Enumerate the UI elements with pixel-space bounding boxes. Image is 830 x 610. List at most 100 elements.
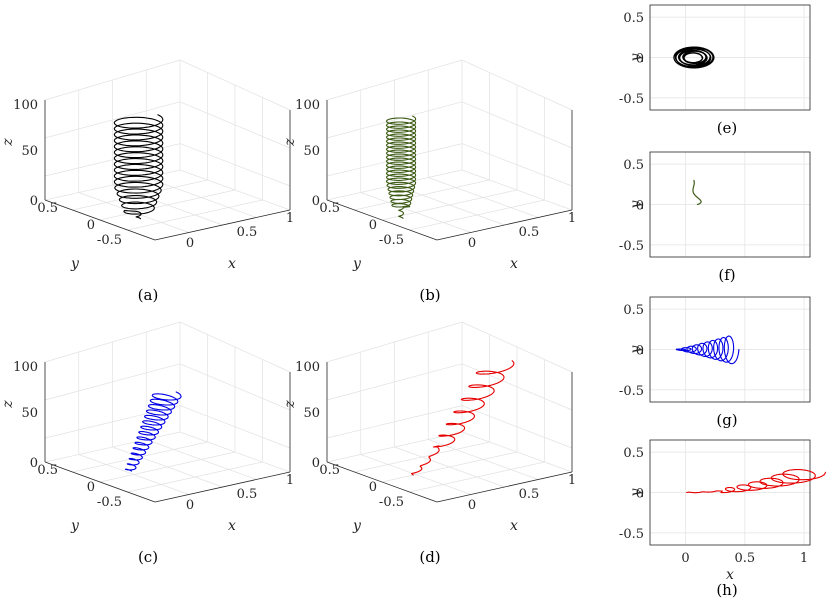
y-tick-label: 0 <box>636 487 644 502</box>
x-axis-label: x <box>726 567 734 583</box>
floor-grid <box>112 184 223 226</box>
floor-grid <box>409 199 545 231</box>
y-axis-label: y <box>628 52 644 62</box>
y-tick-label: 0 <box>636 199 644 214</box>
y-axis-label: y <box>628 487 644 497</box>
y-axis-line <box>326 461 438 503</box>
plot-frame <box>649 4 811 111</box>
panel-caption: (a) <box>138 286 159 304</box>
x-tick-label: 0.5 <box>519 225 540 240</box>
y-axis-label: y <box>70 518 80 534</box>
floor-grid <box>127 461 263 493</box>
y-tick-label: -0.5 <box>619 527 644 542</box>
y-tick-label: 0.5 <box>623 303 644 318</box>
x-tick-label: 1 <box>286 211 294 226</box>
panel-caption: (e) <box>717 119 738 137</box>
side-wall-hgrid <box>179 405 291 449</box>
y-axis-line <box>44 461 156 503</box>
z-tick-label: 100 <box>295 98 320 113</box>
panel-caption: (f) <box>718 266 735 284</box>
z-tick-label: 50 <box>303 406 320 421</box>
x-axis-line <box>436 209 573 241</box>
side-wall-hgrid <box>179 101 291 149</box>
z-tick-label: 50 <box>21 406 38 421</box>
x-tick-label: 0 <box>681 551 689 566</box>
back-wall-hgrid <box>326 405 463 439</box>
z-tick-label: 50 <box>21 144 38 159</box>
x-tick-label: 0 <box>186 236 194 251</box>
panel-2d: 0.5 0 -0.5 0 0.5 1 y x(h) <box>619 439 826 599</box>
z-tick-label: 0 <box>30 456 38 471</box>
y-tick-label: -0.5 <box>619 92 644 107</box>
y-tick-label: 0.5 <box>37 463 58 478</box>
trajectory-series <box>692 179 702 206</box>
back-wall-hgrid <box>326 363 463 401</box>
floor-grid <box>394 446 505 488</box>
trajectory-series <box>686 469 826 494</box>
back-top-edge <box>326 59 573 111</box>
trajectory-series <box>113 114 164 220</box>
back-top-edge <box>44 321 291 373</box>
y-axis-line <box>44 199 156 241</box>
trajectory-series <box>124 391 182 472</box>
x-axis-line <box>154 209 291 241</box>
x-axis-line <box>154 471 291 503</box>
back-wall-hgrid <box>326 101 463 139</box>
panel-caption: (b) <box>419 286 440 304</box>
y-axis-label: y <box>70 256 80 272</box>
side-wall-hgrid <box>461 143 573 187</box>
y-tick-label: 0 <box>636 52 644 67</box>
panel-2d: 0.5 0 -0.5 y (e) <box>619 4 811 137</box>
y-tick-label: 0.5 <box>623 158 644 173</box>
z-axis-label: z <box>0 138 16 147</box>
floor-grid <box>127 199 263 231</box>
floor-grid <box>112 446 223 488</box>
y-tick-label: -0.5 <box>379 495 404 510</box>
z-tick-label: 100 <box>13 360 38 375</box>
trajectory-series <box>675 335 740 365</box>
y-axis-label: y <box>628 344 644 354</box>
z-tick-label: 100 <box>295 360 320 375</box>
y-tick-label: 0.5 <box>37 201 58 216</box>
panel-2d: 0.5 0 -0.5 y (f) <box>619 151 811 284</box>
x-tick-label: 0.5 <box>734 551 755 566</box>
y-tick-label: -0.5 <box>379 233 404 248</box>
back-top-edge <box>326 321 573 373</box>
y-tick-label: 0.5 <box>623 11 644 26</box>
panel-2d: 0.5 0 -0.5 y (g) <box>619 296 811 429</box>
side-wall-hgrid <box>461 101 573 149</box>
plot-frame <box>649 439 811 546</box>
y-tick-label: 0 <box>369 480 377 495</box>
y-tick-label: 0.5 <box>319 201 340 216</box>
side-wall-hgrid <box>179 143 291 187</box>
y-tick-label: -0.5 <box>97 233 122 248</box>
y-tick-label: 0.5 <box>319 463 340 478</box>
x-tick-label: 1 <box>568 473 576 488</box>
y-tick-label: 0 <box>87 480 95 495</box>
y-tick-label: -0.5 <box>619 239 644 254</box>
y-tick-label: 0 <box>87 218 95 233</box>
trajectory-series <box>385 115 417 219</box>
panel-caption: (h) <box>716 581 737 599</box>
x-tick-label: 0 <box>186 498 194 513</box>
z-axis-label: z <box>282 400 298 409</box>
panel-caption: (c) <box>138 548 158 566</box>
floor-grid <box>394 184 505 226</box>
floor-grid <box>428 439 539 480</box>
x-tick-label: 0 <box>468 498 476 513</box>
z-axis-label: z <box>282 138 298 147</box>
side-wall-hgrid <box>179 363 291 411</box>
y-axis-label: y <box>628 199 644 209</box>
back-wall-hgrid <box>44 143 181 177</box>
x-axis-label: x <box>510 518 518 534</box>
x-tick-label: 0 <box>468 236 476 251</box>
x-axis-line <box>436 471 573 503</box>
back-top-edge <box>44 59 291 111</box>
trajectory-series <box>673 46 715 69</box>
x-axis-label: x <box>228 256 236 272</box>
y-tick-label: 0.5 <box>623 446 644 461</box>
z-tick-label: 0 <box>30 194 38 209</box>
